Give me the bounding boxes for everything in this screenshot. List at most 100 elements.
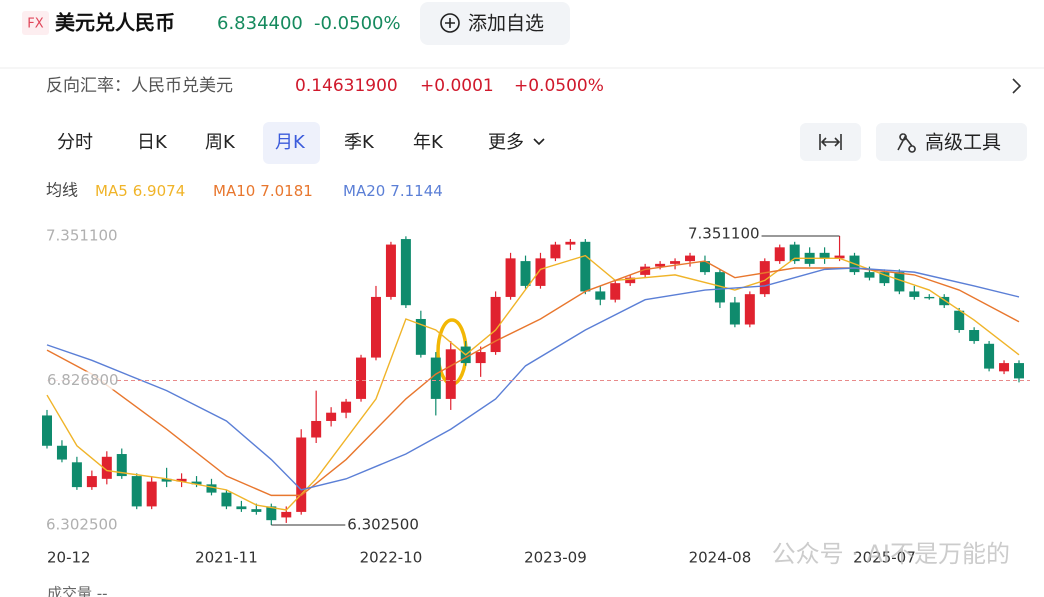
legend-entry: MA5 6.9074 bbox=[95, 182, 185, 200]
tab-label: 年K bbox=[413, 132, 444, 153]
candle bbox=[625, 274, 636, 286]
candle bbox=[341, 398, 352, 419]
tab[interactable]: 分时 bbox=[57, 132, 93, 153]
candle bbox=[385, 241, 396, 300]
candle bbox=[370, 285, 381, 361]
candle-body bbox=[550, 244, 561, 259]
candle-body bbox=[131, 476, 142, 507]
candle-body bbox=[759, 261, 770, 295]
candle bbox=[56, 440, 67, 463]
x-tick-label: 2021-11 bbox=[195, 549, 258, 567]
candle bbox=[759, 258, 770, 297]
candle-body bbox=[864, 272, 875, 278]
x-tick-label: 2022-10 bbox=[360, 549, 423, 567]
candle bbox=[744, 291, 755, 328]
x-tick-label: 2024-08 bbox=[689, 549, 752, 567]
candle-body bbox=[789, 244, 800, 262]
x-tick-label: 2023-09 bbox=[524, 549, 587, 567]
candle bbox=[191, 476, 202, 488]
candle-body bbox=[385, 244, 396, 297]
candle bbox=[610, 280, 621, 303]
candle-body bbox=[311, 420, 322, 438]
candle-body bbox=[56, 445, 67, 460]
candle bbox=[969, 327, 980, 344]
candle bbox=[550, 241, 561, 262]
tab[interactable]: 更多 bbox=[488, 132, 545, 153]
candle-body bbox=[610, 283, 621, 300]
candle bbox=[221, 489, 232, 510]
candle-body bbox=[984, 343, 995, 369]
add-button[interactable]: 添加自选 bbox=[420, 2, 570, 45]
x-tick-label: 2025-07 bbox=[853, 549, 916, 567]
candle-body bbox=[939, 296, 950, 306]
candle bbox=[42, 409, 52, 449]
candle-body bbox=[729, 302, 740, 325]
tools-button[interactable]: 高级工具 bbox=[876, 123, 1027, 161]
plus-icon bbox=[440, 13, 460, 33]
candle bbox=[774, 244, 785, 264]
candle bbox=[311, 390, 322, 444]
fit-button[interactable] bbox=[800, 123, 861, 161]
tab[interactable]: 季K bbox=[344, 132, 375, 153]
candle bbox=[1014, 360, 1024, 383]
candle-body bbox=[370, 296, 381, 358]
candle bbox=[415, 310, 426, 358]
candle bbox=[445, 341, 456, 410]
candle bbox=[535, 252, 546, 289]
chevron[interactable] bbox=[1012, 78, 1022, 94]
candle-body bbox=[774, 247, 785, 262]
tab[interactable]: 年K bbox=[413, 132, 444, 153]
candle bbox=[595, 285, 606, 306]
candle-body bbox=[356, 357, 367, 399]
candle bbox=[490, 291, 501, 355]
candle bbox=[430, 352, 441, 416]
y-tick-label: 7.351100 bbox=[46, 227, 118, 245]
candle bbox=[326, 407, 337, 427]
candle bbox=[789, 241, 800, 264]
badge-bg bbox=[22, 11, 49, 35]
fit-icon bbox=[819, 134, 842, 150]
candle bbox=[131, 473, 142, 510]
candle-body bbox=[71, 462, 82, 488]
y-tick-label: 6.302500 bbox=[46, 516, 118, 534]
candle-body bbox=[969, 330, 980, 342]
candle-body bbox=[430, 357, 441, 399]
candle-body bbox=[116, 454, 127, 477]
candle-body bbox=[909, 291, 920, 297]
legend-name: MA10 bbox=[213, 182, 255, 200]
candle bbox=[670, 258, 681, 270]
ma-line bbox=[46, 260, 1020, 497]
reverse-change: +0.0001 bbox=[420, 76, 494, 96]
candle bbox=[71, 456, 82, 490]
tab-label: 分时 bbox=[57, 132, 93, 153]
annotation-label: 7.351100 bbox=[688, 225, 760, 243]
reference-label: 6.826800 bbox=[47, 371, 119, 389]
candle bbox=[101, 451, 112, 485]
tab[interactable]: 周K bbox=[205, 132, 236, 153]
candle-body bbox=[445, 349, 456, 399]
candle bbox=[819, 247, 830, 264]
dropdown-icon bbox=[533, 138, 545, 146]
legend-value: 7.0181 bbox=[260, 182, 313, 200]
tab[interactable]: 日K bbox=[137, 132, 168, 153]
candle-body bbox=[296, 437, 307, 512]
candle-body bbox=[535, 258, 546, 286]
plus-icon bbox=[445, 18, 455, 28]
candle bbox=[804, 247, 815, 267]
candle-body bbox=[326, 412, 337, 421]
candle-body bbox=[699, 261, 710, 273]
price: 6.834400 bbox=[217, 13, 303, 34]
candle-body bbox=[595, 291, 606, 300]
candle bbox=[146, 476, 157, 510]
candle-body bbox=[101, 456, 112, 479]
candle-body bbox=[999, 363, 1010, 372]
candle-body bbox=[565, 241, 576, 245]
candle-body bbox=[266, 506, 277, 521]
tab[interactable]: 月K bbox=[263, 122, 320, 164]
badge: FX bbox=[27, 17, 43, 32]
tab-label: 日K bbox=[137, 132, 168, 153]
candle-body bbox=[281, 511, 292, 518]
candle bbox=[565, 239, 576, 251]
overlay: 6.826800 7.351100 6.302500 bbox=[47, 225, 1030, 534]
